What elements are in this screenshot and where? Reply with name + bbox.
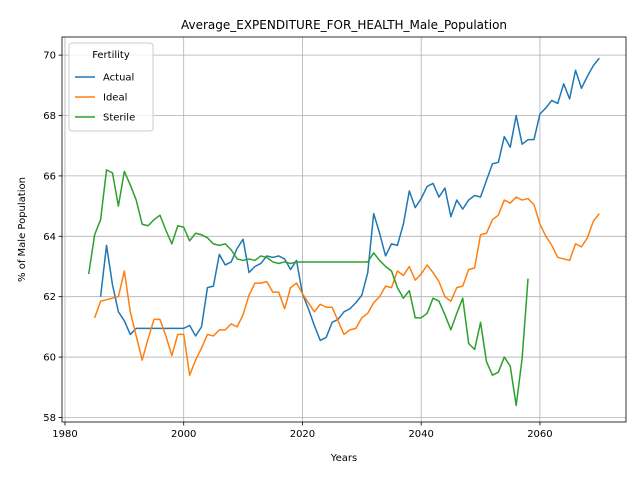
series-line-sterile <box>87 169 529 407</box>
y-tick-label: 62 <box>43 292 56 303</box>
y-tick-label: 70 <box>43 51 56 62</box>
legend-title: Fertility <box>92 50 130 61</box>
y-tick-label: 64 <box>43 232 56 243</box>
axis-ticks: 1980 2000 2020 2040 2060 58 60 62 64 66 68 70 <box>43 51 552 440</box>
x-tick-label: 2040 <box>408 429 433 440</box>
plot-frame <box>61 36 627 423</box>
grid <box>62 37 626 422</box>
legend-items: Actual Ideal Sterile <box>75 73 135 124</box>
x-tick-label: 2020 <box>290 429 315 440</box>
y-tick-label: 60 <box>43 353 56 364</box>
series-line-ideal <box>93 196 600 376</box>
legend-box <box>68 42 154 132</box>
x-tick-label: 1980 <box>52 429 77 440</box>
x-axis-label: Years <box>330 453 357 464</box>
legend-label-sterile: Sterile <box>103 113 135 124</box>
series-lines <box>87 57 600 407</box>
chart-title: Average_EXPENDITURE_FOR_HEALTH_Male_Popu… <box>181 18 507 32</box>
x-tick-label: 2060 <box>527 429 552 440</box>
legend-label-ideal: Ideal <box>103 93 127 104</box>
series-line-actual <box>99 57 600 342</box>
legend: Fertility Actual Ideal Sterile <box>68 42 154 132</box>
legend-label-actual: Actual <box>103 73 134 84</box>
y-axis-label: % of Male Population <box>17 177 28 282</box>
y-tick-label: 68 <box>43 111 56 122</box>
y-tick-label: 58 <box>43 413 56 424</box>
x-tick-label: 2000 <box>171 429 196 440</box>
y-tick-label: 66 <box>43 171 56 182</box>
